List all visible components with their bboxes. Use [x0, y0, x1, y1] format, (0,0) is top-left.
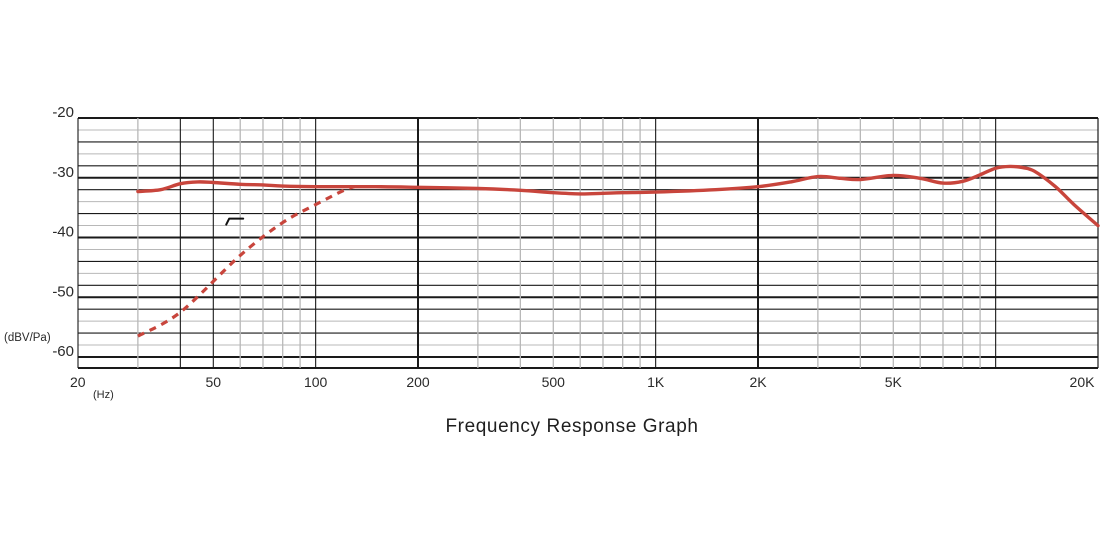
horizontal-major-gridlines [78, 117, 1098, 369]
y-axis-label: (dBV/Pa) [4, 332, 51, 344]
x-tick-label: 500 [542, 374, 566, 390]
x-tick-label: 200 [406, 374, 430, 390]
x-tick-label: 100 [304, 374, 328, 390]
x-tick-label: 1K [647, 374, 665, 390]
x-axis-unit-label: (Hz) [93, 389, 114, 401]
x-tick-label: 50 [206, 374, 222, 390]
chart-title: Frequency Response Graph [445, 416, 698, 437]
y-tick-label: -60 [52, 343, 74, 360]
x-tick-label: 5K [885, 374, 903, 390]
series-line-dashed [137, 185, 355, 338]
high-pass-filter-icon [225, 217, 245, 226]
y-tick-label: -20 [52, 104, 74, 121]
vertical-gridlines [77, 118, 1099, 368]
horizontal-minor-gridlines [78, 129, 1098, 346]
y-tick-label: -40 [52, 224, 74, 241]
series-line-solid [136, 164, 1100, 228]
y-tick-labels: -20 -30 -40 -50 -60 [52, 104, 74, 360]
series-lines [136, 164, 1100, 338]
x-tick-label: 20K [1070, 374, 1096, 390]
x-tick-labels: 20 50 100 200 500 1K 2K 5K 20K [70, 374, 1095, 390]
annotations [225, 217, 245, 226]
x-tick-label: 2K [749, 374, 767, 390]
y-tick-label: -30 [52, 164, 74, 181]
x-tick-label: 20 [70, 374, 86, 390]
y-tick-label: -50 [52, 283, 74, 300]
